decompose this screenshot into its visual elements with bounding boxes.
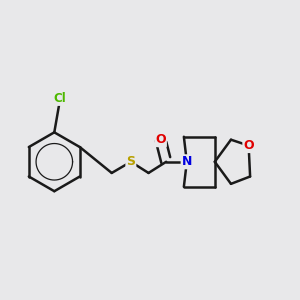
Text: O: O bbox=[155, 133, 166, 146]
Text: Cl: Cl bbox=[54, 92, 67, 105]
Text: O: O bbox=[243, 139, 254, 152]
Text: N: N bbox=[182, 155, 192, 168]
Text: S: S bbox=[126, 155, 135, 168]
